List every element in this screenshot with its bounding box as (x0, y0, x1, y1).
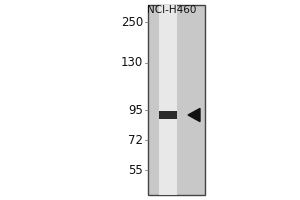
Bar (159, 5, 177, 195)
Text: 55: 55 (128, 164, 143, 176)
Text: NCI-H460: NCI-H460 (147, 5, 197, 15)
Text: 250: 250 (121, 16, 143, 28)
Polygon shape (188, 108, 200, 122)
Text: 95: 95 (128, 104, 143, 116)
Text: 72: 72 (128, 134, 143, 146)
Text: 130: 130 (121, 56, 143, 70)
Bar (148, 5, 205, 195)
Bar (159, 111, 177, 119)
